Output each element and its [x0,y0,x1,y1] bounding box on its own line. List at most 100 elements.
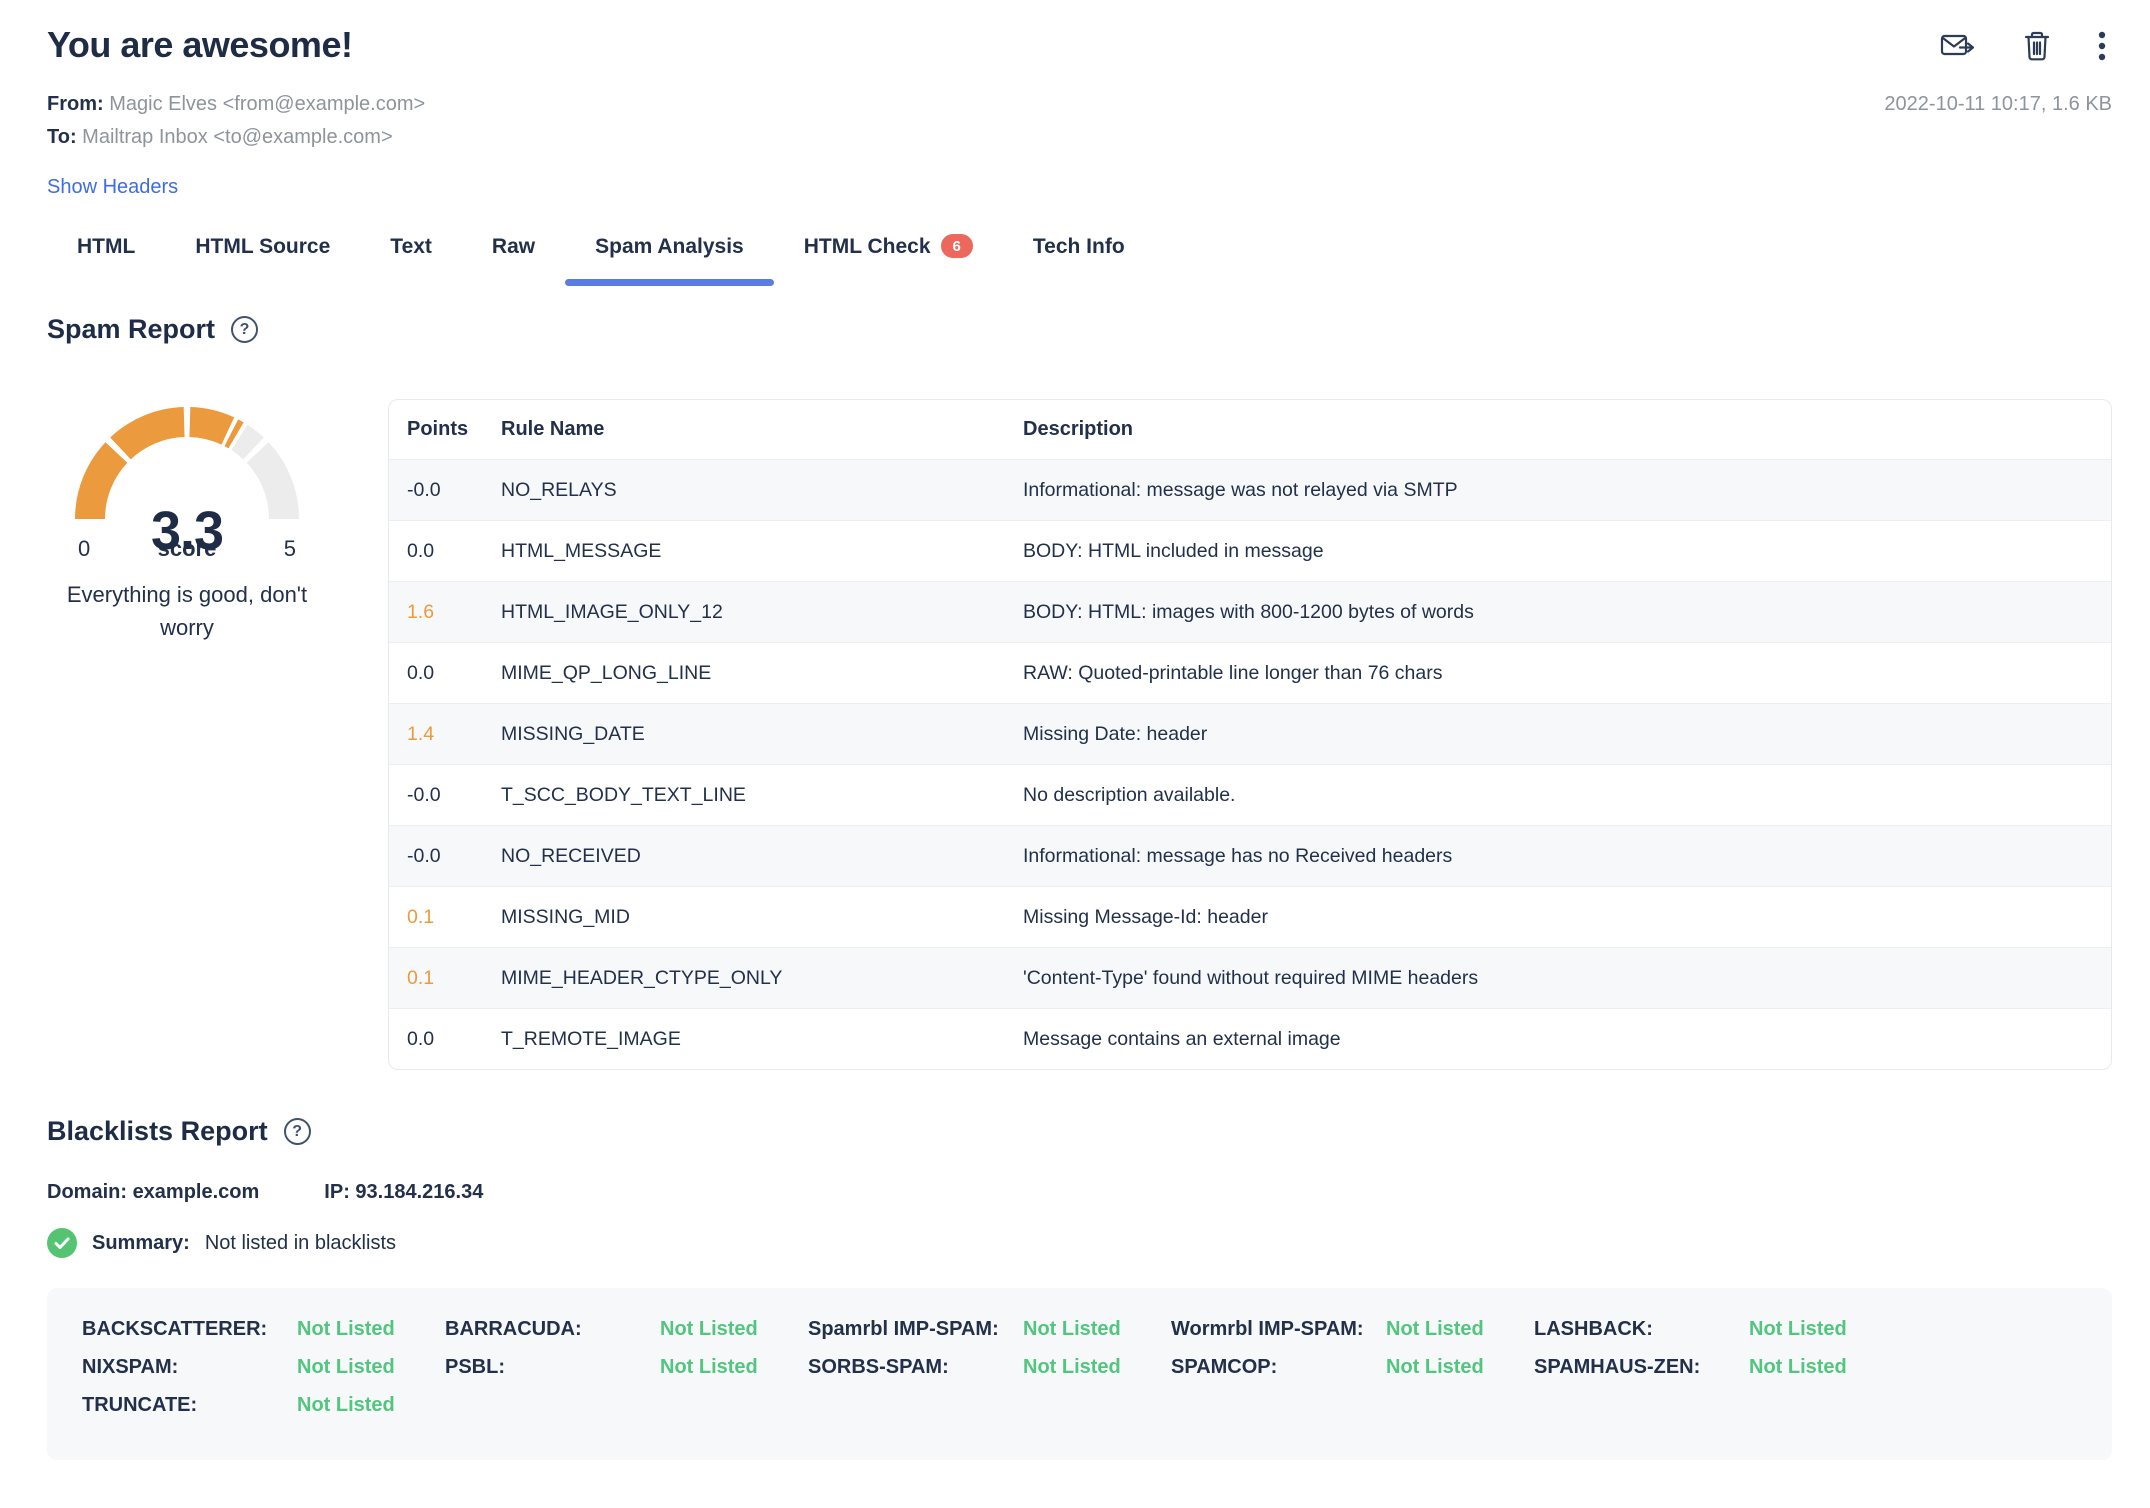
table-row: 1.4 MISSING_DATE Missing Date: header [389,703,2111,764]
rule-name-cell: MISSING_MID [501,886,1023,947]
tab-text[interactable]: Text [360,229,462,286]
table-row: 0.1 MIME_HEADER_CTYPE_ONLY 'Content-Type… [389,947,2111,1008]
domain-label: Domain: [47,1181,127,1203]
column-header-points: Points [407,418,469,440]
tab-label: Spam Analysis [595,235,744,258]
check-circle-icon [47,1228,77,1258]
tab-tech-info[interactable]: Tech Info [1003,229,1155,286]
spam-score-message: Everything is good, don't worry [66,582,308,640]
email-view: You are awesome! [47,24,2112,1420]
table-row: -0.0 NO_RECEIVED Informational: message … [389,825,2111,886]
points-cell: -0.0 [389,825,501,886]
points-cell: 1.6 [389,581,501,642]
table-header: Points Rule Name Description [389,400,2111,459]
spam-rules-table: Points Rule Name Description -0.0 NO_REL… [389,400,2111,1069]
table-row: -0.0 NO_RELAYS Informational: message wa… [389,459,2111,520]
blacklist-entry: TRUNCATE: Not Listed [82,1391,445,1420]
description-cell: Informational: message was not relayed v… [1023,459,2111,520]
rule-name-cell: MISSING_DATE [501,703,1023,764]
blacklist-name: TRUNCATE: [82,1394,198,1416]
blacklists-help-icon[interactable]: ? [283,1118,311,1145]
from-line: From: Magic Elves <from@example.com> [47,88,425,121]
points-cell: 0.1 [389,886,501,947]
blacklist-name: PSBL: [445,1356,505,1378]
domain-ip-row: Domain: example.com IP: 93.184.216.34 [47,1181,2112,1204]
blacklist-status: Not Listed [297,1356,395,1378]
points-cell: -0.0 [389,764,501,825]
tab-label: Text [390,235,432,258]
blacklist-entry: NIXSPAM: Not Listed [82,1353,445,1382]
table-row: 0.0 MIME_QP_LONG_LINE RAW: Quoted-printa… [389,642,2111,703]
table-row: 0.1 MISSING_MID Missing Message-Id: head… [389,886,2111,947]
description-cell: Missing Message-Id: header [1023,886,2111,947]
blacklist-name: BARRACUDA: [445,1318,582,1340]
spam-report-title: Spam Report [47,314,216,344]
blacklist-entry: LASHBACK: Not Listed [1534,1315,1897,1344]
email-meta-row: From: Magic Elves <from@example.com> To:… [47,88,2112,154]
blacklist-entry: BACKSCATTERER: Not Listed [82,1315,445,1344]
delete-button[interactable] [2022,30,2052,62]
tab-bar: HTML HTML Source Text Raw Spam Analysis … [47,229,2112,286]
blacklist-status: Not Listed [1749,1356,1847,1378]
blacklist-status: Not Listed [1023,1356,1121,1378]
blacklist-entry: SPAMCOP: Not Listed [1171,1353,1534,1382]
blacklist-status: Not Listed [1386,1318,1484,1340]
blacklist-name: LASHBACK: [1534,1318,1653,1340]
spam-rules-table-card: Points Rule Name Description -0.0 NO_REL… [388,399,2112,1070]
column-header-rule-name: Rule Name [501,418,605,440]
description-cell: RAW: Quoted-printable line longer than 7… [1023,642,2111,703]
tab-label: HTML [77,235,136,258]
tab-spam-analysis[interactable]: Spam Analysis [565,229,774,286]
address-block: From: Magic Elves <from@example.com> To:… [47,88,425,154]
more-options-button[interactable] [2098,30,2106,62]
blacklist-name: SORBS-SPAM: [808,1356,949,1378]
tab-label: HTML Check [803,235,931,258]
blacklists-grid: BACKSCATTERER: Not Listed BARRACUDA: Not… [82,1315,2112,1420]
email-header: You are awesome! [47,24,2112,66]
summary-label: Summary: [92,1231,190,1254]
tab-html[interactable]: HTML [47,229,165,286]
ip-value: 93.184.216.34 [355,1181,484,1203]
domain-value: example.com [132,1181,260,1203]
tab-raw[interactable]: Raw [462,229,565,286]
table-row: 1.6 HTML_IMAGE_ONLY_12 BODY: HTML: image… [389,581,2111,642]
rule-name-cell: T_REMOTE_IMAGE [501,1008,1023,1069]
forward-email-button[interactable] [1940,31,1976,61]
blacklist-name: SPAMCOP: [1171,1356,1278,1378]
rule-name-cell: HTML_MESSAGE [501,520,1023,581]
blacklist-entry: Wormrbl IMP-SPAM: Not Listed [1171,1315,1534,1344]
spam-report-help-icon[interactable]: ? [231,316,259,343]
gauge-max-label: 5 [283,536,296,561]
blacklist-entry: SPAMHAUS-ZEN: Not Listed [1534,1353,1897,1382]
blacklist-name: SPAMHAUS-ZEN: [1534,1356,1701,1378]
description-cell: Missing Date: header [1023,703,2111,764]
points-cell: 0.0 [389,642,501,703]
spam-report-body: 3.3 0 score 5 Everything is good, don't … [47,399,2112,1070]
description-cell: BODY: HTML: images with 800-1200 bytes o… [1023,581,2111,642]
spam-report-heading-row: Spam Report ? [47,314,2112,345]
delete-icon [2022,30,2052,62]
points-cell: 1.4 [389,703,501,764]
gauge: 3.3 0 score 5 [74,407,300,562]
ip-label: IP: [324,1181,350,1203]
to-line: To: Mailtrap Inbox <to@example.com> [47,121,425,154]
from-value: Magic Elves <from@example.com> [109,93,426,115]
tab-label: Tech Info [1032,235,1125,258]
blacklist-name: NIXSPAM: [82,1356,179,1378]
show-headers-link[interactable]: Show Headers [47,176,179,198]
blacklist-name: BACKSCATTERER: [82,1318,268,1340]
points-cell: 0.1 [389,947,501,1008]
blacklist-status: Not Listed [1749,1318,1847,1340]
table-row: 0.0 T_REMOTE_IMAGE Message contains an e… [389,1008,2111,1069]
tab-badge: 6 [940,234,973,258]
points-cell: 0.0 [389,1008,501,1069]
forward-email-icon [1940,31,1976,61]
tab-html-check[interactable]: HTML Check 6 [774,229,1003,286]
gauge-labels: 0 score 5 [74,536,300,562]
summary-value: Not listed in blacklists [204,1231,396,1254]
tab-html-source[interactable]: HTML Source [165,229,360,286]
description-cell: No description available. [1023,764,2111,825]
points-cell: -0.0 [389,459,501,520]
description-cell: Informational: message has no Received h… [1023,825,2111,886]
email-date-size: 2022-10-11 10:17, 1.6 KB [1884,93,2112,115]
